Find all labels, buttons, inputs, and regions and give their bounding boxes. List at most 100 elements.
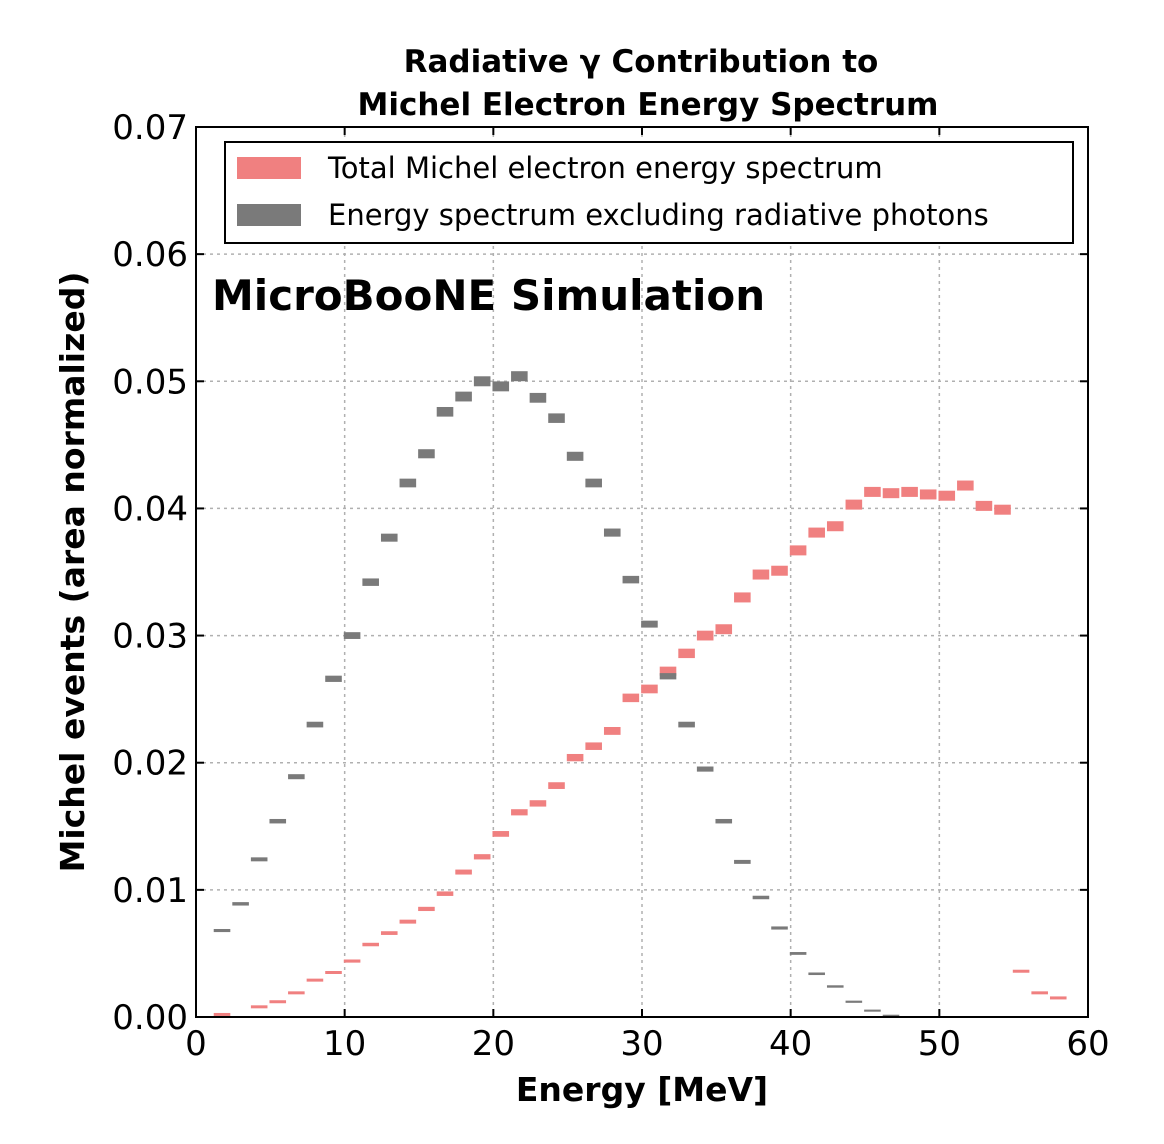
legend-swatch-total <box>237 157 301 179</box>
total-spectrum-bin <box>288 991 305 995</box>
total-spectrum-bin <box>585 742 602 750</box>
total-spectrum-bin <box>808 527 825 538</box>
total-spectrum-bin <box>1049 996 1067 1000</box>
x-tick-label: 0 <box>185 1024 207 1064</box>
chart-title-line2: Michel Electron Energy Spectrum <box>358 87 939 123</box>
total-spectrum-bin <box>789 545 807 556</box>
excluding-photons-bin <box>473 376 491 387</box>
y-tick-label: 0.06 <box>112 235 188 275</box>
total-spectrum-bin <box>1031 991 1048 995</box>
total-spectrum-bin <box>919 489 937 500</box>
excluding-photons-bin <box>548 413 565 423</box>
legend: Total Michel electron energy spectrum En… <box>224 141 1074 244</box>
excluding-photons-bin <box>622 575 640 584</box>
total-spectrum-bin <box>455 869 472 875</box>
y-tick-label: 0.05 <box>112 362 188 402</box>
y-tick-label: 0.00 <box>112 998 188 1038</box>
excluding-photons-bin <box>641 620 658 628</box>
total-spectrum-bin <box>622 693 640 703</box>
total-spectrum-bin <box>269 1000 287 1004</box>
excluding-photons-bin <box>808 972 825 976</box>
total-spectrum-bin <box>380 931 398 935</box>
total-spectrum-bin <box>603 727 621 735</box>
total-spectrum-bin <box>213 1012 231 1016</box>
excluding-photons-bin <box>436 406 454 417</box>
excluding-photons-bin <box>399 478 417 488</box>
y-axis-label: Michel events (area normalized) <box>53 272 92 873</box>
excluding-photons-bin <box>529 392 547 403</box>
total-spectrum-bin <box>306 978 324 982</box>
x-tick-label: 60 <box>1066 1024 1109 1064</box>
total-spectrum-bin <box>901 486 918 497</box>
legend-swatch-excluding <box>237 204 301 226</box>
excluding-photons-bin <box>213 928 231 933</box>
excluding-photons-bin <box>696 766 714 772</box>
total-spectrum-bin <box>771 565 788 576</box>
total-spectrum-bin <box>938 490 956 501</box>
total-spectrum-bin <box>343 959 361 963</box>
total-spectrum-bin <box>511 809 528 816</box>
excluding-photons-bin <box>734 859 751 864</box>
total-spectrum-bin <box>473 854 491 860</box>
excluding-photons-bin <box>882 1014 900 1017</box>
data-marks <box>213 371 1067 1017</box>
y-tick-label: 0.03 <box>112 617 188 657</box>
total-spectrum-bin <box>566 753 584 762</box>
y-tick-label: 0.04 <box>112 489 188 529</box>
total-spectrum-bin <box>641 684 658 694</box>
total-spectrum-bin <box>734 592 751 603</box>
legend-label-total: Total Michel electron energy spectrum <box>327 151 883 185</box>
x-tick-label: 20 <box>472 1024 515 1064</box>
simulation-annotation: MicroBooNE Simulation <box>212 271 765 320</box>
excluding-photons-bin <box>511 371 528 382</box>
total-spectrum-bin <box>678 648 695 659</box>
excluding-photons-bin <box>752 895 770 900</box>
total-spectrum-bin <box>882 488 900 499</box>
total-spectrum-bin <box>362 942 379 947</box>
excluding-photons-bin <box>659 673 677 680</box>
excluding-photons-bin <box>306 721 324 728</box>
excluding-photons-bin <box>325 675 342 682</box>
total-spectrum-bin <box>975 500 993 511</box>
excluding-photons-bin <box>771 926 788 930</box>
x-tick-label: 40 <box>769 1024 812 1064</box>
x-tick-label: 30 <box>620 1024 663 1064</box>
excluding-photons-bin <box>864 1009 881 1012</box>
total-spectrum-bin <box>864 486 881 497</box>
excluding-photons-bin <box>250 857 268 862</box>
total-spectrum-bin <box>715 624 733 635</box>
excluding-photons-bin <box>566 451 584 461</box>
total-spectrum-bin <box>826 521 844 532</box>
excluding-photons-bin <box>269 818 287 824</box>
excluding-photons-bin <box>789 952 807 955</box>
total-spectrum-bin <box>492 831 510 837</box>
grid-lines <box>196 127 1088 1017</box>
total-spectrum-bin <box>399 919 417 924</box>
excluding-photons-bin <box>603 528 621 537</box>
excluding-photons-bin <box>455 391 472 402</box>
legend-label-excluding: Energy spectrum excluding radiative phot… <box>328 198 989 232</box>
total-spectrum-bin <box>418 906 435 912</box>
total-spectrum-bin <box>548 782 565 789</box>
excluding-photons-bin <box>288 774 305 780</box>
axis-ticks: 0 10 20 30 40 50 60 0.00 0.01 0.02 0.03 0.04 0.05 0.0… <box>112 108 1109 1064</box>
excluding-photons-bin <box>492 381 510 392</box>
excluding-photons-bin <box>826 985 844 988</box>
y-tick-label: 0.02 <box>112 744 188 784</box>
y-tick-label: 0.01 <box>112 871 188 911</box>
excluding-photons-bin <box>362 578 379 586</box>
excluding-photons-bin <box>232 902 249 906</box>
total-spectrum-bin <box>250 1005 268 1009</box>
excluding-photons-bin <box>845 1000 863 1003</box>
legend-frame <box>224 141 1074 244</box>
x-tick-label: 50 <box>918 1024 961 1064</box>
total-spectrum-bin <box>752 569 770 580</box>
total-spectrum-bin <box>994 504 1011 515</box>
excluding-photons-bin <box>343 632 361 639</box>
total-spectrum-bin <box>1012 969 1030 973</box>
total-spectrum-bin <box>325 971 342 974</box>
total-spectrum-bin <box>845 499 863 510</box>
x-axis-label: Energy [MeV] <box>516 1070 768 1109</box>
total-spectrum-bin <box>696 630 714 641</box>
